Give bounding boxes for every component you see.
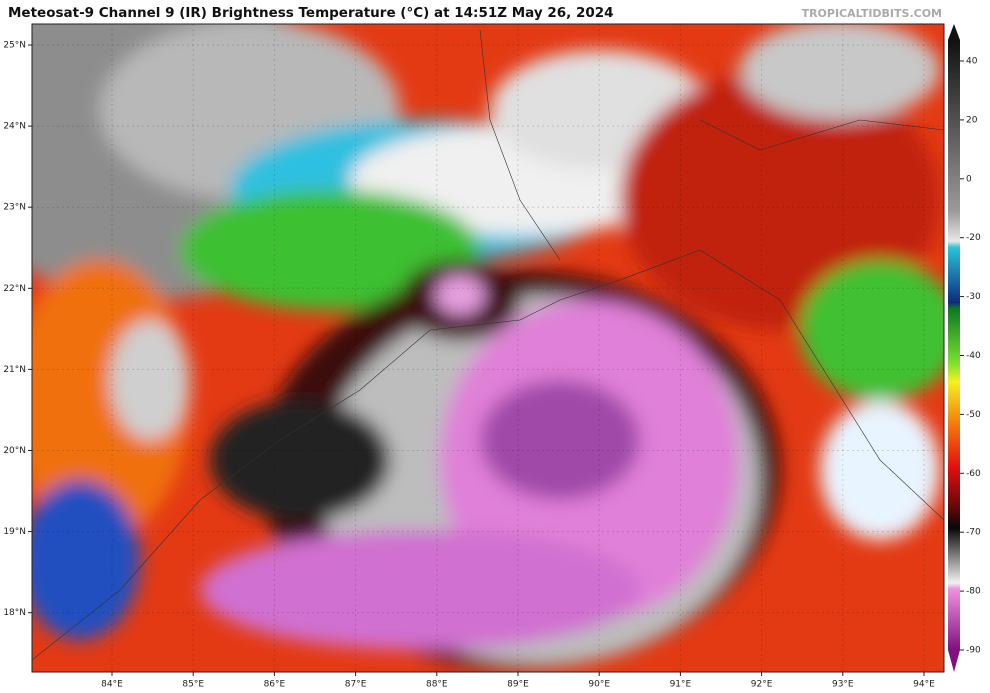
map-frame: [31, 23, 945, 673]
lon-label: 93°E: [832, 680, 854, 690]
lon-label: 92°E: [751, 680, 773, 690]
colorbar-label: -70: [966, 528, 981, 538]
colorbar-arrow: [948, 24, 960, 40]
colorbar-arrow: [948, 650, 960, 672]
lon-label: 94°E: [913, 680, 935, 690]
colorbar-label: 20: [966, 115, 978, 125]
lat-label: 20°N: [3, 446, 26, 456]
colorbar: [948, 40, 960, 650]
lat-label: 21°N: [3, 365, 26, 375]
lon-label: 87°E: [345, 680, 367, 690]
lat-label: 19°N: [3, 527, 26, 537]
lon-label: 91°E: [670, 680, 692, 690]
colorbar-label: -40: [966, 351, 981, 361]
satellite-image: [32, 24, 944, 672]
source: TROPICALTIDBITS.COM: [802, 7, 942, 20]
lon-label: 85°E: [182, 680, 204, 690]
colorbar-label: -20: [966, 233, 981, 243]
lat-label: 22°N: [3, 284, 26, 294]
colorbar-label: -90: [966, 646, 981, 656]
colorbar-label: 0: [966, 174, 972, 184]
lat-label: 18°N: [3, 608, 26, 618]
title: Meteosat-9 Channel 9 (IR) Brightness Tem…: [8, 5, 614, 21]
lat-label: 24°N: [3, 122, 26, 132]
coastline: [32, 29, 944, 661]
lon-label: 90°E: [588, 680, 610, 690]
lon-label: 89°E: [507, 680, 529, 690]
colorbar-label: -60: [966, 469, 981, 479]
lon-label: 84°E: [101, 680, 123, 690]
colorbar-label: 40: [966, 57, 978, 67]
colorbar-label: -50: [966, 410, 981, 420]
lon-label: 88°E: [426, 680, 448, 690]
lat-label: 23°N: [3, 203, 26, 213]
colorbar-label: -80: [966, 587, 981, 597]
colorbar-label: -30: [966, 292, 981, 302]
lat-label: 25°N: [3, 41, 26, 51]
lon-label: 86°E: [264, 680, 286, 690]
